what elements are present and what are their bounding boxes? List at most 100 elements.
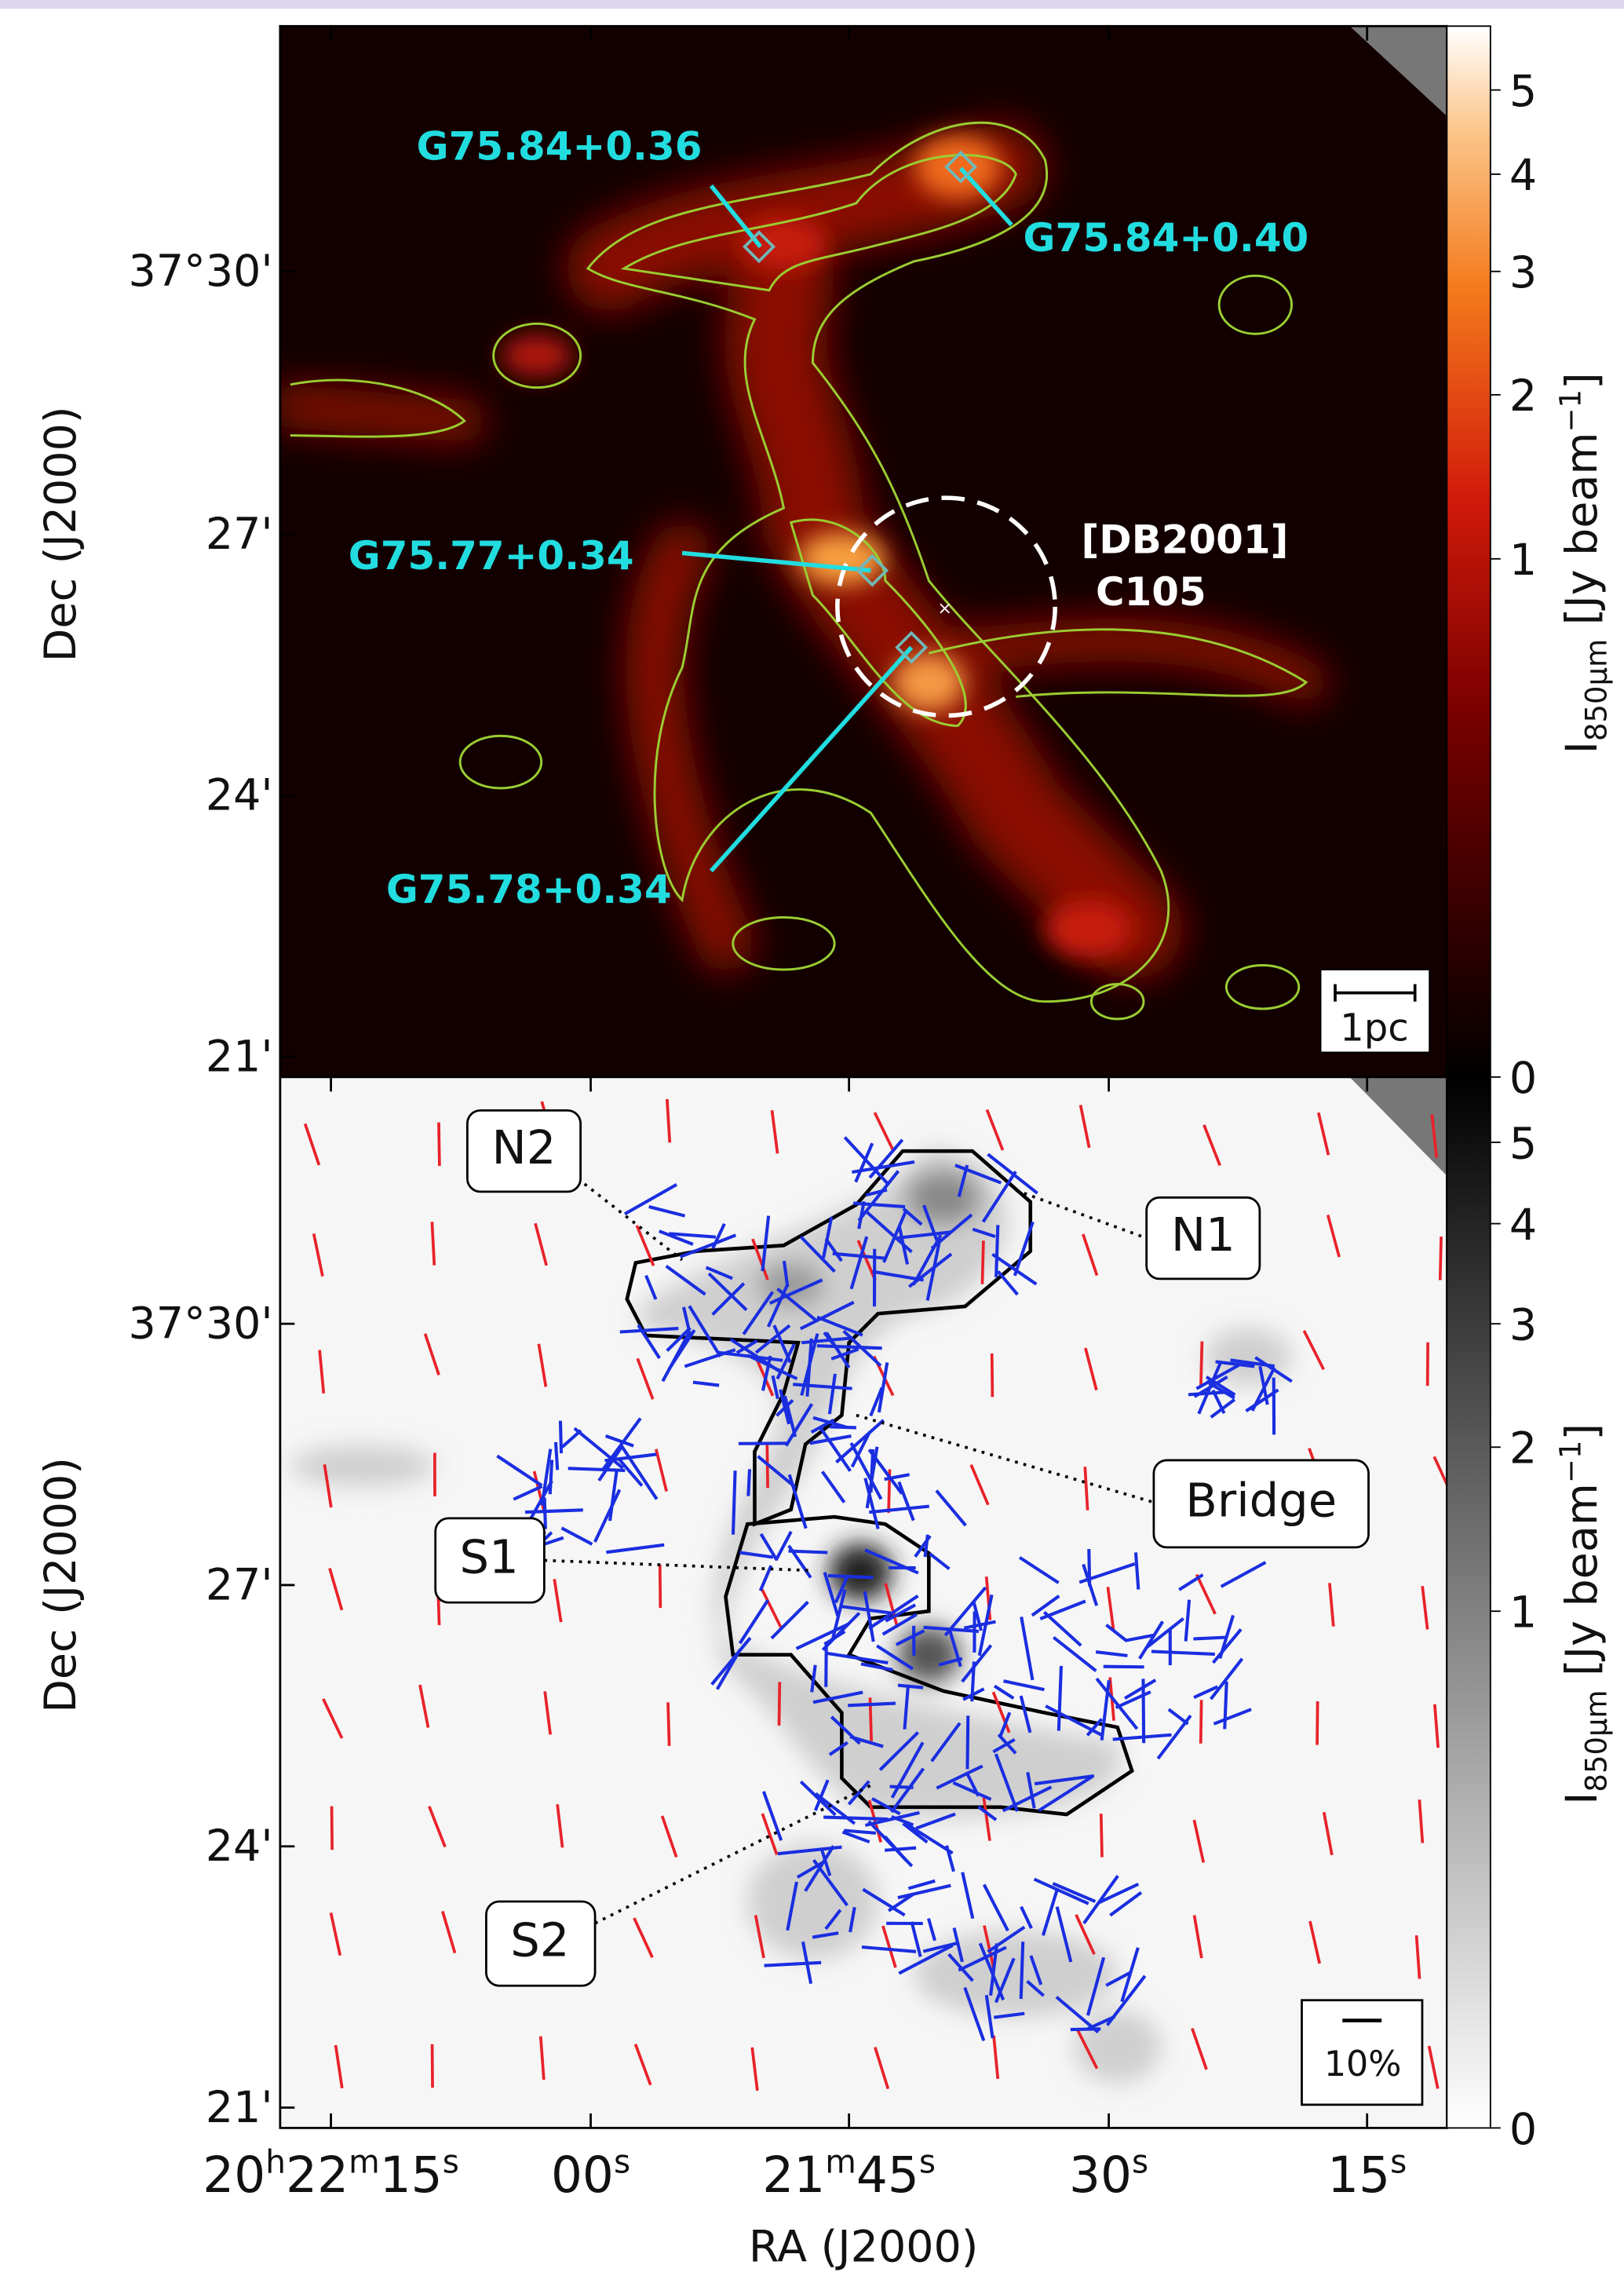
- x-tick-label-part: h: [265, 2143, 286, 2181]
- vector: [1224, 1682, 1226, 1729]
- vector: [1104, 1667, 1144, 1668]
- y-tick-label: 21': [206, 1032, 273, 1082]
- colorbar-tick-label: 3: [1509, 248, 1537, 298]
- vector: [871, 1449, 874, 1492]
- vector: [1440, 1237, 1441, 1280]
- vector: [848, 1704, 896, 1706]
- colorbar-tick-label: 5: [1509, 67, 1537, 117]
- figure: × G75.84+0.36 G75.84+0.40 G75.77+0.34 G7…: [0, 0, 1624, 2276]
- vector: [733, 1470, 735, 1535]
- colorbar-label-part: ]: [1557, 372, 1608, 389]
- x-tick-label-part: 00: [551, 2146, 614, 2204]
- y-tick-label: 37°30': [129, 247, 273, 297]
- vector: [550, 1459, 552, 1494]
- colorbar-tick-label: 2: [1509, 371, 1537, 422]
- colorbar-tick-label: 5: [1509, 1119, 1537, 1169]
- vector: [779, 1682, 780, 1725]
- x-tick-label-part: 20: [203, 2146, 265, 2204]
- annotation: S1: [460, 1530, 519, 1584]
- annotation: G75.77+0.34: [349, 533, 634, 579]
- colorbar-label: I850µm [Jy beam−1]: [1553, 1423, 1613, 1805]
- y-axis-label: Dec (J2000): [36, 1457, 86, 1713]
- vector: [560, 1421, 561, 1453]
- colorbar-label-part: ]: [1557, 1423, 1608, 1441]
- vector: [332, 1807, 333, 1850]
- colorbar-label-part: I: [1557, 741, 1608, 754]
- y-tick-label: 24': [206, 771, 273, 821]
- vector: [982, 1240, 983, 1284]
- scale-bar-label: 10%: [1324, 2044, 1402, 2084]
- x-tick-label-part: s: [614, 2143, 630, 2181]
- vector: [525, 1510, 583, 1512]
- vector: [1201, 1700, 1202, 1743]
- colorbar-tick-label: 0: [1509, 1054, 1537, 1104]
- vector: [996, 1225, 998, 1277]
- y-tick-label: 27': [206, 1560, 273, 1610]
- x-tick-label-part: m: [349, 2143, 380, 2181]
- x-tick-label: 21m45s: [762, 2143, 936, 2204]
- colorbar-tick-label: 2: [1509, 1424, 1537, 1474]
- x-axis-label: RA (J2000): [749, 2223, 979, 2273]
- vector: [823, 1818, 888, 1819]
- x-tick-label: 20h22m15s: [203, 2143, 459, 2204]
- x-tick-label: 00s: [551, 2143, 630, 2204]
- vector: [972, 1661, 974, 1701]
- colorbar-label-part: [Jy beam: [1557, 432, 1608, 638]
- vector: [439, 1123, 440, 1166]
- x-tick-label-part: 21: [762, 2146, 825, 2204]
- annotation: S2: [510, 1913, 569, 1967]
- colorbar-tick-label: 3: [1509, 1300, 1537, 1350]
- x-tick-label-part: m: [825, 2143, 856, 2181]
- annotation: Bridge: [1185, 1474, 1337, 1528]
- colorbar-label-part: 850µm: [1580, 639, 1614, 741]
- x-tick-label-part: s: [919, 2143, 936, 2181]
- colorbar-tick-label: 0: [1509, 2105, 1537, 2155]
- vector: [660, 1565, 661, 1608]
- y-tick-label: 21': [206, 2083, 273, 2133]
- colorbar-label-part: [Jy beam: [1557, 1483, 1608, 1690]
- vector: [748, 1469, 750, 1496]
- vector: [1201, 1342, 1202, 1385]
- x-tick-label-part: 15: [1327, 2146, 1390, 2204]
- x-tick-label: 15s: [1327, 2143, 1407, 2204]
- vector: [1101, 1814, 1102, 1857]
- x-tick-label-part: 30: [1069, 2146, 1132, 2204]
- scale-bar-label: 1pc: [1340, 1006, 1409, 1050]
- annotation: G75.78+0.34: [386, 867, 672, 912]
- x-tick-label-part: 15: [380, 2146, 443, 2204]
- svg-text:×: ×: [937, 598, 952, 619]
- vector: [967, 1715, 968, 1769]
- colorbar-tick-label: 1: [1509, 535, 1537, 586]
- x-tick-label-part: s: [443, 2143, 459, 2181]
- vector: [1143, 1679, 1144, 1743]
- vector: [556, 1442, 557, 1470]
- colorbar-tick-label: 1: [1509, 1588, 1537, 1639]
- vector: [828, 1576, 874, 1577]
- annotation: C105: [1096, 569, 1206, 615]
- vector: [992, 1354, 993, 1397]
- y-tick-label: 24': [206, 1821, 273, 1872]
- x-tick-label-part: 45: [856, 2146, 919, 2204]
- vector: [1021, 1942, 1023, 1999]
- annotation: G75.84+0.36: [417, 123, 703, 169]
- y-tick-label: 27': [206, 510, 273, 560]
- x-tick-label: 30s: [1069, 2143, 1148, 2204]
- colorbar-label-part: I: [1557, 1792, 1608, 1805]
- annotation: N1: [1171, 1207, 1235, 1262]
- colorbar-label-part: −1: [1553, 1441, 1587, 1484]
- colorbar-label-part: −1: [1553, 389, 1587, 433]
- x-tick-label-part: 22: [286, 2146, 349, 2204]
- colorbar-tick-label: 4: [1509, 151, 1537, 201]
- vector: [1193, 1638, 1227, 1639]
- x-tick-label-part: s: [1390, 2143, 1407, 2181]
- annotation: G75.84+0.40: [1024, 215, 1309, 261]
- y-axis-label: Dec (J2000): [36, 407, 86, 663]
- vector: [1317, 1701, 1318, 1744]
- colorbar-label: I850µm [Jy beam−1]: [1553, 372, 1613, 754]
- y-tick-label: 37°30': [129, 1299, 273, 1350]
- annotation: [DB2001]: [1081, 517, 1288, 562]
- vector: [545, 1498, 546, 1529]
- top-bar: [0, 0, 1624, 9]
- annotation: N2: [492, 1120, 557, 1175]
- colorbar-label-part: 850µm: [1580, 1690, 1614, 1792]
